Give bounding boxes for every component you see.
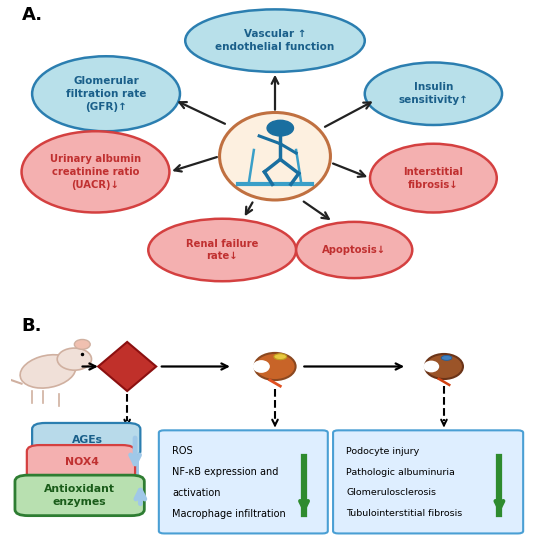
Text: Glomerular
filtration rate
(GFR)↑: Glomerular filtration rate (GFR)↑	[66, 76, 146, 112]
Ellipse shape	[21, 131, 169, 213]
Text: Renal failure
rate↓: Renal failure rate↓	[186, 239, 258, 261]
Circle shape	[274, 354, 287, 359]
Ellipse shape	[296, 222, 412, 278]
Text: Pathologic albuminuria: Pathologic albuminuria	[346, 468, 455, 477]
Text: Podocyte injury: Podocyte injury	[346, 447, 420, 456]
Ellipse shape	[255, 353, 295, 380]
Text: activation: activation	[172, 488, 221, 498]
Text: Insulin
sensitivity↑: Insulin sensitivity↑	[398, 83, 469, 105]
Text: NF-κB expression and: NF-κB expression and	[172, 467, 278, 477]
Ellipse shape	[57, 348, 91, 370]
Ellipse shape	[20, 355, 76, 388]
Ellipse shape	[252, 360, 270, 373]
Text: Apoptosis↓: Apoptosis↓	[322, 245, 386, 255]
Text: Interstitial
fibrosis↓: Interstitial fibrosis↓	[404, 167, 463, 190]
Text: Vascular ↑
endothelial function: Vascular ↑ endothelial function	[216, 29, 334, 52]
Text: NOX4: NOX4	[65, 457, 99, 467]
FancyBboxPatch shape	[159, 430, 328, 533]
Text: Glomerulosclerosis: Glomerulosclerosis	[346, 488, 436, 497]
FancyBboxPatch shape	[333, 430, 523, 533]
Text: AGEs: AGEs	[72, 435, 103, 445]
FancyBboxPatch shape	[15, 475, 144, 516]
Ellipse shape	[148, 219, 296, 281]
Ellipse shape	[219, 113, 331, 200]
Text: ROS: ROS	[172, 446, 192, 456]
Text: Tubulointerstitial fibrosis: Tubulointerstitial fibrosis	[346, 509, 463, 518]
Ellipse shape	[370, 144, 497, 213]
Ellipse shape	[425, 354, 463, 379]
Text: Macrophage infiltration: Macrophage infiltration	[172, 509, 286, 519]
Text: Urinary albumin
creatinine ratio
(UACR)↓: Urinary albumin creatinine ratio (UACR)↓	[50, 154, 141, 190]
Text: A.: A.	[21, 6, 43, 24]
Ellipse shape	[32, 56, 180, 131]
Text: Antioxidant
enzymes: Antioxidant enzymes	[44, 484, 115, 507]
Ellipse shape	[185, 9, 365, 72]
Ellipse shape	[424, 360, 439, 372]
Circle shape	[267, 121, 294, 136]
Text: B.: B.	[21, 318, 42, 335]
Ellipse shape	[365, 62, 502, 125]
Circle shape	[441, 355, 452, 360]
FancyBboxPatch shape	[32, 423, 140, 458]
Ellipse shape	[74, 339, 90, 349]
FancyBboxPatch shape	[27, 445, 135, 479]
Polygon shape	[98, 342, 156, 391]
